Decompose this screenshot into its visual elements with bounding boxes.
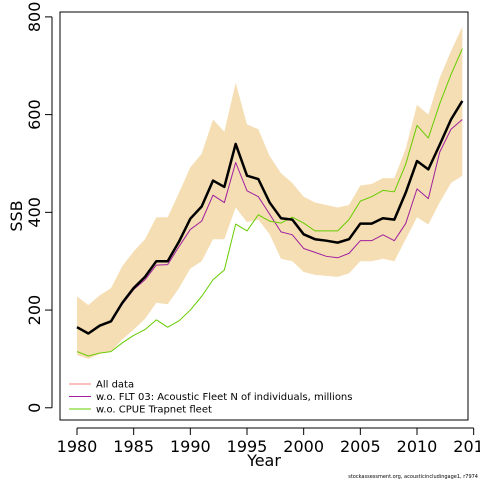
x-tick-label: 1995 xyxy=(227,437,268,456)
y-tick-label: 400 xyxy=(25,197,44,228)
footnote: stockassessment.org, acousticincludingag… xyxy=(348,474,478,480)
series-line-2 xyxy=(76,48,463,357)
plot-frame xyxy=(59,11,469,421)
x-tick-label: 2000 xyxy=(283,437,324,456)
x-axis: 1980 1985 1990 1995 2000 2005 2010 2015 xyxy=(57,427,480,456)
series-line-1 xyxy=(76,119,463,335)
x-tick-label: 2005 xyxy=(340,437,381,456)
y-axis-title: SSB xyxy=(7,200,26,231)
x-axis-title: Year xyxy=(246,451,281,470)
confidence-band-area xyxy=(77,26,463,359)
legend-label: w.o. FLT 03: Acoustic Fleet N of individ… xyxy=(96,392,352,403)
y-tick-label: 200 xyxy=(25,295,44,326)
y-tick-label: 600 xyxy=(25,99,44,130)
y-axis: 0 200 400 600 800 xyxy=(25,2,53,413)
y-tick-label: 0 xyxy=(25,403,44,413)
x-tick-label: 2010 xyxy=(397,437,438,456)
y-tick-label: 800 xyxy=(25,2,44,33)
x-tick-label: 1990 xyxy=(170,437,211,456)
legend-label: All data xyxy=(96,380,134,391)
series-line-0 xyxy=(76,100,464,335)
x-tick-label: 2015 xyxy=(453,437,480,456)
legend-label: w.o. CPUE Trapnet fleet xyxy=(96,405,212,416)
confidence-band xyxy=(77,26,463,359)
x-tick-label: 1980 xyxy=(57,437,98,456)
series-lines xyxy=(76,48,464,357)
x-tick-label: 1985 xyxy=(113,437,154,456)
